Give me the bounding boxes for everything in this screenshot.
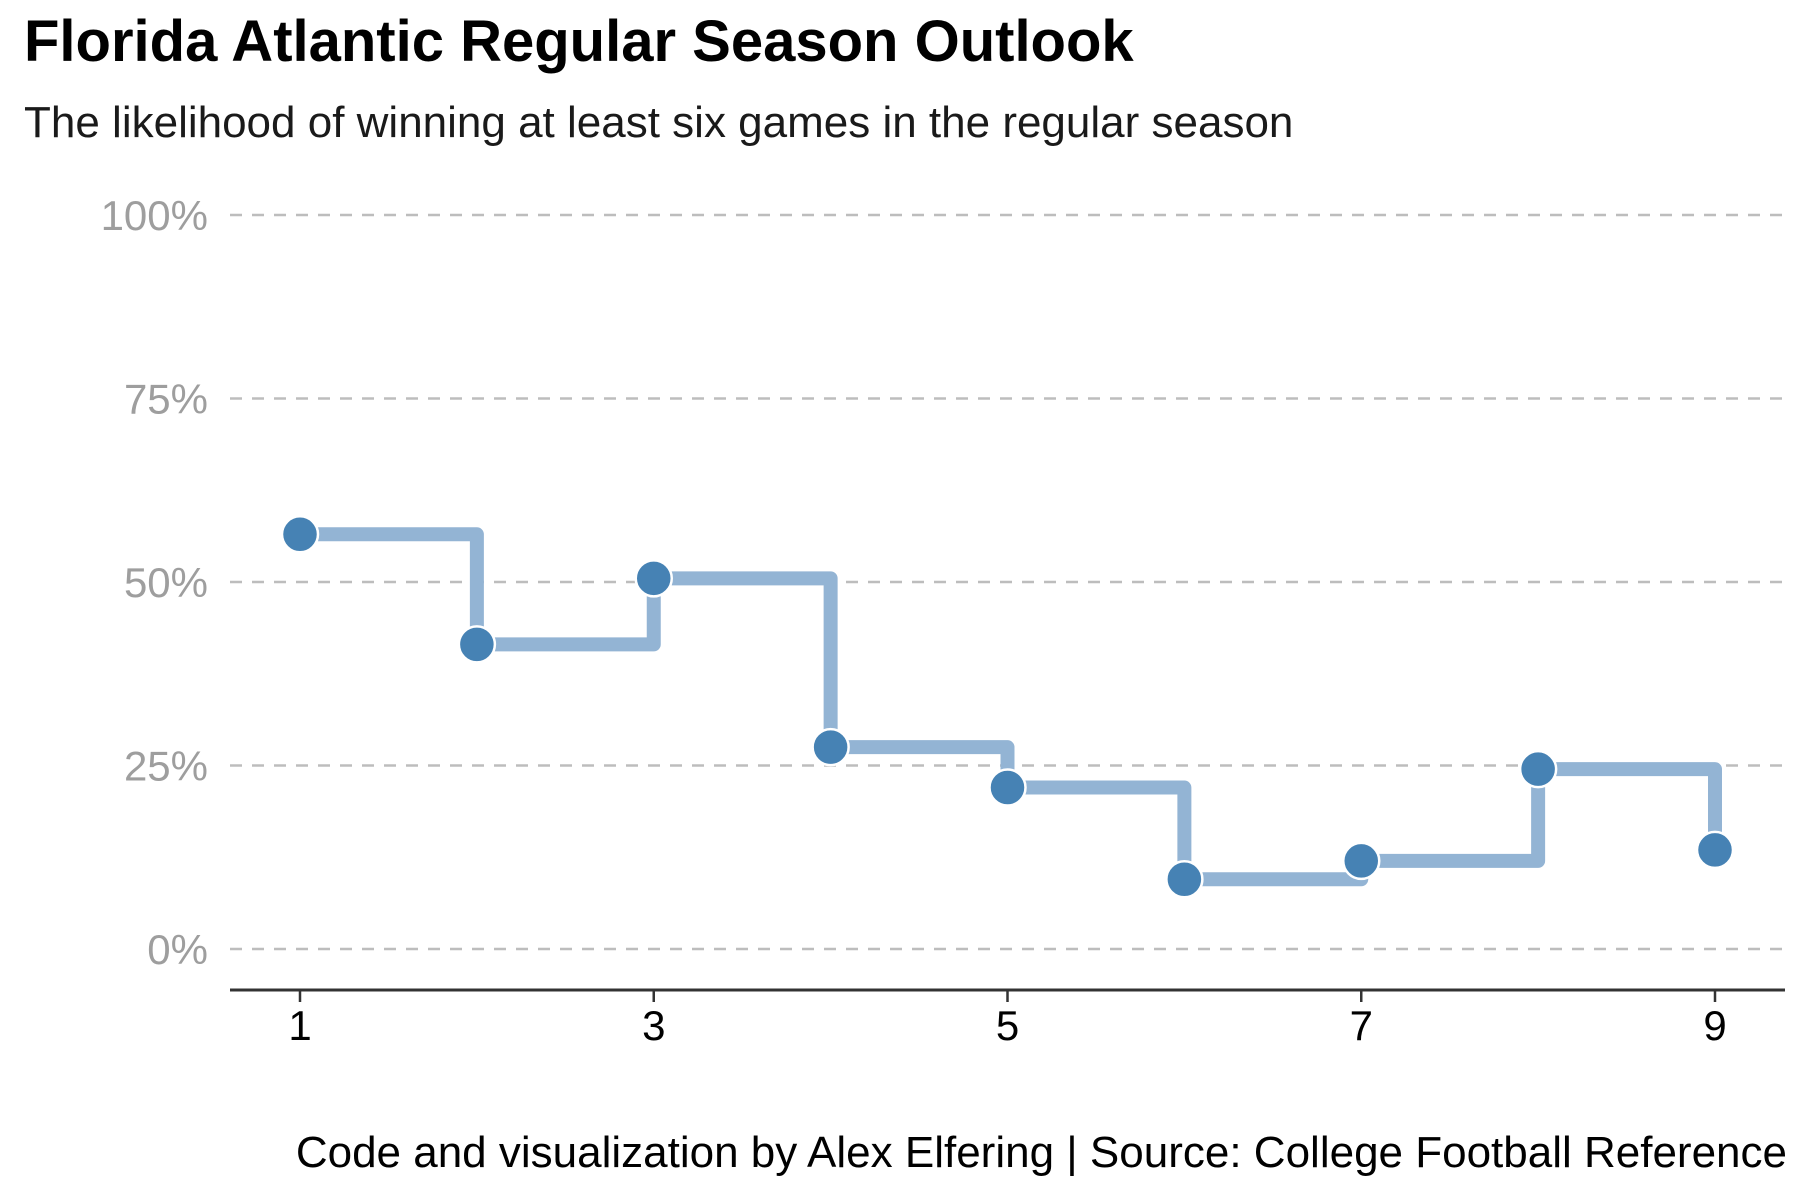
y-tick-label: 50% xyxy=(124,559,208,606)
x-tick-label: 9 xyxy=(1703,1002,1726,1049)
data-points xyxy=(280,515,1735,899)
x-tick-label: 5 xyxy=(996,1002,1019,1049)
x-tick-label: 1 xyxy=(288,1002,311,1049)
y-tick-label: 0% xyxy=(147,926,208,973)
y-axis-ticks: 0% 25% 50% 75% 100% xyxy=(101,192,208,973)
data-point xyxy=(988,768,1027,807)
data-point xyxy=(457,625,497,664)
step-line-series xyxy=(293,527,1722,887)
data-point xyxy=(811,727,850,767)
chart-title: Florida Atlantic Regular Season Outlook xyxy=(24,9,1134,74)
gridlines xyxy=(230,213,1785,951)
chart-subtitle: The likelihood of winning at least six g… xyxy=(24,98,1294,147)
x-tick-label: 7 xyxy=(1350,1002,1373,1049)
y-tick-label: 100% xyxy=(101,192,208,239)
data-point xyxy=(1165,860,1204,899)
data-point xyxy=(1518,749,1558,789)
data-point xyxy=(1342,841,1381,881)
data-point xyxy=(280,515,320,554)
data-point xyxy=(1695,830,1735,870)
step-line xyxy=(293,527,1722,887)
data-point xyxy=(634,559,673,598)
x-tick-label: 3 xyxy=(642,1002,665,1049)
chart-caption: Code and visualization by Alex Elfering … xyxy=(295,1128,1787,1177)
y-tick-label: 25% xyxy=(124,743,208,790)
x-axis-ticks: 1 3 5 7 9 xyxy=(288,990,1727,1049)
y-tick-label: 75% xyxy=(124,376,208,423)
